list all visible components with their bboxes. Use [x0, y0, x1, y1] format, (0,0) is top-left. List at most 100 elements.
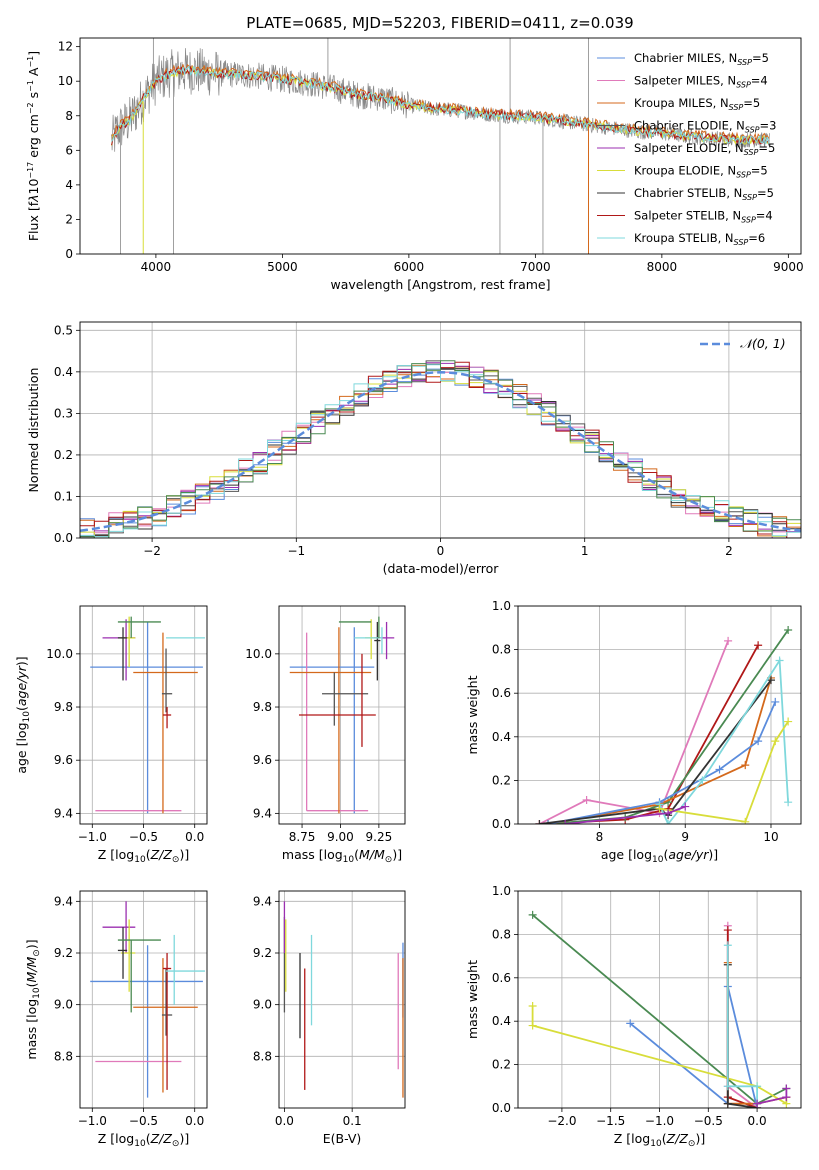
legend-label: Chabrier STELIB, NSSP=5 — [634, 186, 774, 202]
marker-plus — [784, 625, 793, 634]
marker-plus — [775, 656, 784, 665]
marker-plus — [741, 817, 750, 824]
y-tick-label: 0.8 — [492, 927, 511, 941]
marker-plus — [723, 926, 732, 935]
y-tick-label: 10 — [58, 74, 73, 88]
y-tick-label: 0.8 — [492, 643, 511, 657]
axes-frame — [79, 37, 802, 255]
normal-curve — [80, 371, 801, 532]
chart-mass_weight_vs_age: 8 9 10 0.0 0.2 0.4 0.6 0.8 1.0 age [log10(age/yr)… — [465, 599, 802, 865]
y-tick-label: 9.0 — [54, 998, 73, 1012]
mass-weight-line-salpeter_miles — [726, 925, 758, 1108]
y-tick-label: 8.8 — [253, 1049, 272, 1063]
plot-area — [279, 606, 405, 824]
y-tick-label: 9.4 — [54, 894, 73, 908]
x-tick-label: 0 — [437, 544, 445, 558]
marker-plus — [753, 1099, 762, 1108]
axes-frame — [517, 605, 802, 825]
marker-plus — [782, 1084, 791, 1093]
x-tick-label: −2 — [143, 544, 161, 558]
legend-label: Kroupa STELIB, NSSP=6 — [634, 231, 765, 247]
mass-weight-line-kroupa_stelib — [726, 945, 758, 1104]
marker-plus — [784, 798, 793, 807]
marker-plus — [698, 776, 707, 785]
x-tick-label: −1.0 — [645, 1114, 674, 1128]
marker-plus — [528, 1021, 537, 1030]
y-tick-label: 4 — [65, 178, 73, 192]
axes-frame — [79, 321, 802, 539]
y-tick-label: 9.6 — [54, 753, 73, 767]
x-tick-label: −1.5 — [596, 1114, 625, 1128]
x-tick-label: 2 — [725, 544, 733, 558]
y-axis-label: Normed distribution — [26, 368, 41, 493]
y-tick-label: 0.5 — [54, 323, 73, 337]
y-tick-label: 9.8 — [54, 700, 73, 714]
x-tick-label: 0.0 — [185, 830, 204, 844]
legend-label: Salpeter ELODIE, NSSP=5 — [634, 141, 775, 157]
mass-weight-line-chabrier_miles — [629, 986, 758, 1108]
y-tick-label: 9.2 — [253, 946, 272, 960]
y-tick-label: 0.3 — [54, 406, 73, 420]
marker-plus — [715, 765, 724, 774]
y-axis-label: age [log10(age/yr)] — [14, 656, 32, 773]
mass-weight-line-salpeter_miles — [538, 640, 729, 824]
y-tick-label: 0.1 — [54, 489, 73, 503]
marker-plus — [582, 796, 591, 805]
x-tick-label: 7000 — [520, 260, 551, 274]
mass-weight-line-kroupa_miles — [547, 677, 772, 824]
marker-plus — [724, 636, 733, 645]
mass-weight-line-green_model — [547, 629, 789, 824]
x-tick-label: −1.0 — [78, 830, 107, 844]
x-tick-label: 4000 — [141, 260, 172, 274]
y-tick-label: 0.2 — [492, 773, 511, 787]
y-tick-label: 0.6 — [492, 686, 511, 700]
marker-plus — [741, 761, 750, 770]
plot-area — [80, 891, 207, 1108]
plot-area — [111, 38, 770, 254]
y-tick-label: 1.0 — [492, 884, 511, 898]
x-tick-label: −0.5 — [129, 830, 158, 844]
y-tick-label: 10.0 — [46, 647, 73, 661]
x-tick-label: 5000 — [267, 260, 298, 274]
x-axis-label: Z [log10(Z/Z⊙)] — [98, 847, 189, 865]
x-tick-label: −0.5 — [694, 1114, 723, 1128]
y-tick-label: 0.4 — [492, 730, 511, 744]
x-tick-label: 9.00 — [327, 830, 354, 844]
y-tick-label: 9.4 — [253, 806, 272, 820]
y-tick-label: 9.6 — [253, 753, 272, 767]
y-tick-label: 0.0 — [492, 1101, 511, 1115]
y-tick-label: 8 — [65, 109, 73, 123]
plot-area — [518, 891, 801, 1108]
x-tick-label: −1 — [287, 544, 305, 558]
figure-title: PLATE=0685, MJD=52203, FIBERID=0411, z=0… — [246, 14, 633, 32]
x-tick-label: 0.0 — [275, 1114, 294, 1128]
plot-layer: 4000 5000 6000 7000 8000 9000024681012wavelen… — [14, 37, 804, 1149]
marker-plus — [528, 1002, 537, 1011]
x-tick-label: −0.5 — [129, 1114, 158, 1128]
marker-plus — [782, 1093, 791, 1102]
legend-label: Chabrier ELODIE, NSSP=3 — [634, 119, 776, 135]
chart-mass_vs_EBV: 0.0 0.1 8.8 9.0 9.2 9.4 E(B-V) — [253, 890, 406, 1146]
y-tick-label: 0.6 — [492, 971, 511, 985]
marker-plus — [535, 820, 544, 824]
plot-area — [80, 322, 801, 538]
x-tick-label: −2.0 — [547, 1114, 576, 1128]
y-axis-label: mass weight — [465, 675, 480, 754]
x-tick-label: 8000 — [647, 260, 678, 274]
y-axis-label: mass [log10(M/M⊙)] — [24, 939, 42, 1059]
y-tick-label: 9.4 — [54, 806, 73, 820]
x-tick-label: 0.0 — [185, 1114, 204, 1128]
marker-plus — [664, 820, 673, 824]
plot-area — [279, 891, 405, 1108]
x-axis-label: age [log10(age/yr)] — [601, 847, 718, 865]
chart-age_vs_Z: −1.0 −0.5 0.0 9.4 9.6 9.8 10.0 Z [log10(Z/Z⊙)] a… — [14, 605, 208, 865]
chart-mass_weight_vs_Z: −2.0 −1.5 −1.0 −0.5 0.0 0.0 0.2 0.4 0.6 0.8 1.0 Z [… — [465, 884, 802, 1149]
x-tick-label: 9 — [681, 830, 689, 844]
marker-plus — [626, 1019, 635, 1028]
x-tick-label: 9.25 — [366, 830, 393, 844]
chart-residuals: −2 −1 0 1 2 0.0 0.1 0.2 0.3 0.4 0.5 (data-model)/er… — [26, 321, 802, 576]
legend-label: 𝒩(0, 1) — [740, 336, 786, 351]
x-tick-label: 6000 — [394, 260, 425, 274]
marker-plus — [754, 641, 763, 650]
